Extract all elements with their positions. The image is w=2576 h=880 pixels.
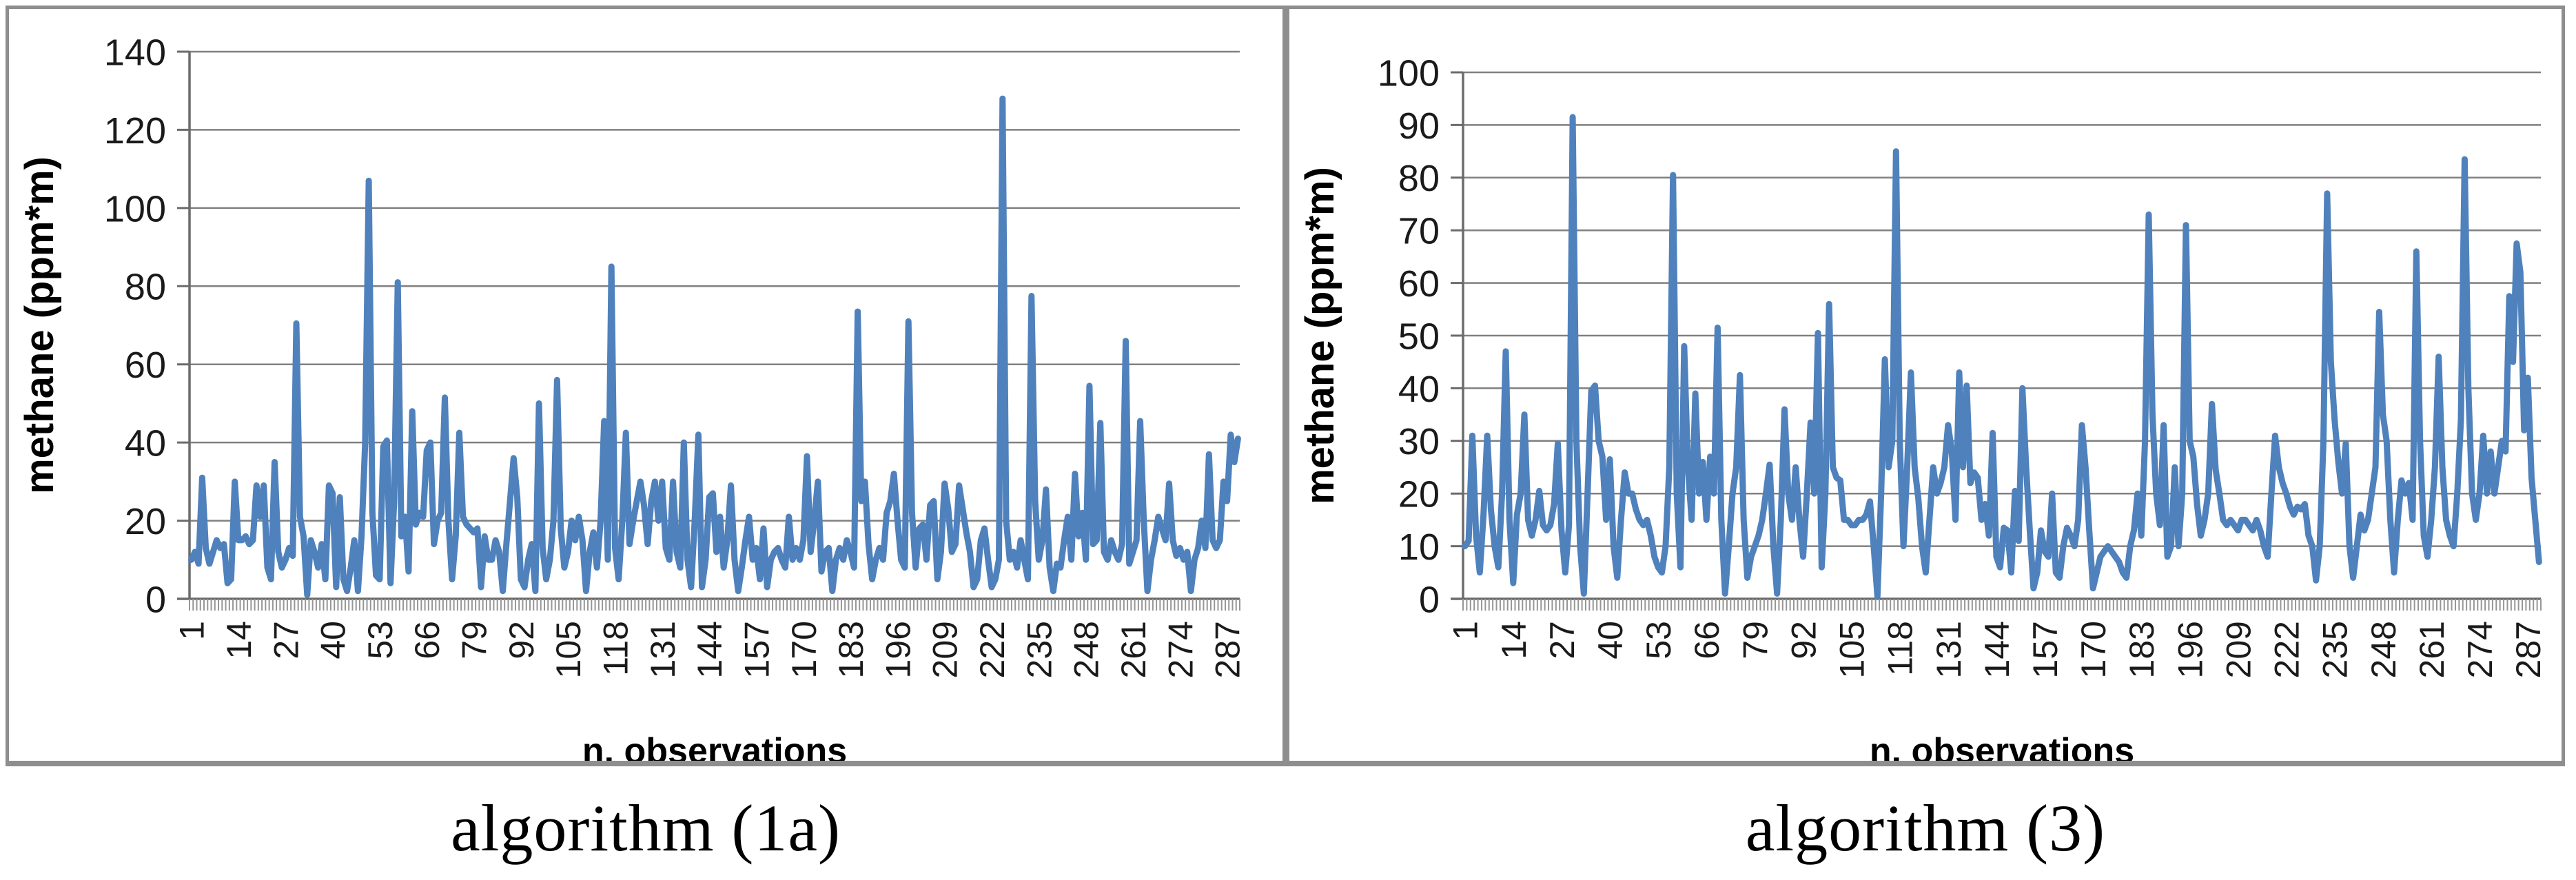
x-tick-label: 157 xyxy=(737,621,776,678)
x-tick-label: 131 xyxy=(644,621,682,678)
x-tick-label: 53 xyxy=(361,621,400,659)
x-tick-label: 105 xyxy=(549,621,588,678)
x-tick-label: 157 xyxy=(2026,621,2065,678)
y-tick-label: 120 xyxy=(104,110,166,152)
y-tick-label: 20 xyxy=(125,501,166,542)
x-tick-label: 144 xyxy=(1978,621,2016,678)
x-tick-label: 1 xyxy=(173,621,212,640)
x-tick-label: 92 xyxy=(502,621,541,659)
y-tick-label: 80 xyxy=(125,267,166,308)
y-tick-label: 40 xyxy=(1398,369,1440,410)
caption-algorithm-3: algorithm (3) xyxy=(1745,791,2106,865)
y-tick-label: 90 xyxy=(1398,105,1440,147)
y-tick-label: 30 xyxy=(1398,421,1440,462)
x-tick-label: 27 xyxy=(1543,621,1582,659)
x-tick-label: 248 xyxy=(1067,621,1106,678)
x-tick-label: 248 xyxy=(2364,621,2403,678)
x-tick-label: 235 xyxy=(2316,621,2355,678)
x-tick-label: 131 xyxy=(1930,621,1968,678)
x-tick-label: 261 xyxy=(2413,621,2451,678)
y-tick-label: 0 xyxy=(1419,579,1440,620)
x-tick-label: 14 xyxy=(1495,621,1533,659)
caption-row: algorithm (1a) algorithm (3) xyxy=(0,766,2576,866)
caption-algorithm-1a: algorithm (1a) xyxy=(451,791,841,865)
y-tick-label: 70 xyxy=(1398,211,1440,252)
x-tick-label: 183 xyxy=(832,621,870,678)
x-tick-label: 222 xyxy=(973,621,1012,678)
x-tick-label: 209 xyxy=(926,621,965,678)
x-tick-label: 53 xyxy=(1639,621,1678,659)
y-tick-label: 100 xyxy=(1378,52,1440,94)
chart-panel-algorithm-1a: 0 20 40 60 80 100 120 140 1 14 27 40 53 66 79 92 105 118 1… xyxy=(6,6,1286,766)
x-tick-label: 66 xyxy=(408,621,447,659)
x-tick-label: 118 xyxy=(596,621,635,676)
x-tick-label: 196 xyxy=(2171,621,2209,678)
x-tick-label: 92 xyxy=(1784,621,1823,659)
x-tick-label: 40 xyxy=(314,621,353,659)
y-tick-label: 100 xyxy=(104,188,166,229)
y-tick-label: 60 xyxy=(1398,263,1440,305)
y-tick-label: 0 xyxy=(145,579,166,620)
x-tick-label: 105 xyxy=(1833,621,1872,678)
x-tick-label: 209 xyxy=(2219,621,2258,678)
chart-panels-row: 0 20 40 60 80 100 120 140 1 14 27 40 53 66 79 92 105 118 1… xyxy=(6,6,2565,766)
x-tick-label: 40 xyxy=(1591,621,1630,659)
series-line xyxy=(1462,114,2542,600)
y-tick-label: 40 xyxy=(125,423,166,464)
x-tick-label: 144 xyxy=(691,621,729,678)
x-tick-label: 274 xyxy=(1161,621,1200,678)
x-tick-label: 66 xyxy=(1688,621,1726,659)
x-tick-label: 183 xyxy=(2123,621,2161,678)
x-tick-label: 196 xyxy=(879,621,917,678)
y-axis-title: methane (ppm*m) xyxy=(1298,167,1342,504)
x-tick-label: 118 xyxy=(1881,621,1920,676)
x-tick-label: 287 xyxy=(1209,621,1247,678)
x-tick-label: 261 xyxy=(1114,621,1153,678)
x-tick-label: 222 xyxy=(2268,621,2307,678)
x-tick-label: 79 xyxy=(1736,621,1775,659)
series-line xyxy=(188,95,1241,598)
x-axis-title: n. observations xyxy=(1870,731,2134,761)
x-tick-label: 14 xyxy=(220,621,258,659)
x-tick-label: 1 xyxy=(1447,621,1485,640)
y-tick-label: 50 xyxy=(1398,316,1440,357)
y-tick-label: 140 xyxy=(104,32,166,73)
x-tick-label: 79 xyxy=(456,621,494,659)
x-tick-label: 27 xyxy=(267,621,305,659)
y-tick-label: 10 xyxy=(1398,526,1440,568)
x-tick-label: 235 xyxy=(1020,621,1059,678)
y-axis-title: methane (ppm*m) xyxy=(17,156,62,494)
x-tick-label: 274 xyxy=(2461,621,2500,678)
x-axis-title: n. observations xyxy=(582,731,847,761)
y-tick-label: 20 xyxy=(1398,474,1440,515)
x-tick-label: 170 xyxy=(785,621,824,678)
y-tick-label: 80 xyxy=(1398,158,1440,199)
y-tick-label: 60 xyxy=(125,345,166,386)
x-tick-label: 170 xyxy=(2074,621,2113,678)
chart-panel-algorithm-3: 0 10 20 30 40 50 60 70 80 90 100 1 14 27 40 53 66 79 92 105… xyxy=(1286,6,2565,766)
x-tick-label: 287 xyxy=(2509,621,2548,678)
